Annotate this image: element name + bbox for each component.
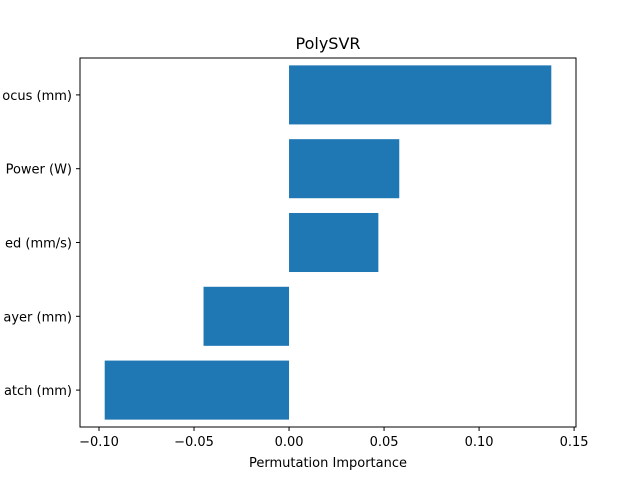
y-tick-label: Power (W)	[6, 163, 72, 178]
bar-0	[289, 65, 552, 125]
bar-1	[289, 139, 400, 199]
chart-title: PolySVR	[296, 34, 361, 53]
x-tick-label: 0.05	[370, 435, 399, 450]
bar-4	[104, 360, 290, 420]
y-tick-label: ed (mm/s)	[5, 237, 72, 252]
bar-3	[203, 286, 290, 346]
y-tick-label: atch (mm)	[4, 384, 72, 399]
x-axis: −0.10 −0.05 0.00 0.05 0.10 0.15	[79, 427, 589, 450]
x-tick-label: −0.10	[79, 435, 119, 450]
y-tick-label: ayer (mm)	[3, 310, 72, 325]
y-axis: ocus (mm) Power (W) ed (mm/s) ayer (mm) atch…	[2, 89, 80, 399]
x-tick-label: 0.15	[560, 435, 589, 450]
bar-2	[289, 212, 379, 273]
x-tick-label: −0.05	[174, 435, 214, 450]
y-tick-label: ocus (mm)	[2, 89, 72, 104]
x-axis-label: Permutation Importance	[249, 456, 407, 471]
x-tick-label: 0.00	[275, 435, 304, 450]
x-tick-label: 0.10	[465, 435, 494, 450]
bars-layer	[104, 65, 552, 420]
